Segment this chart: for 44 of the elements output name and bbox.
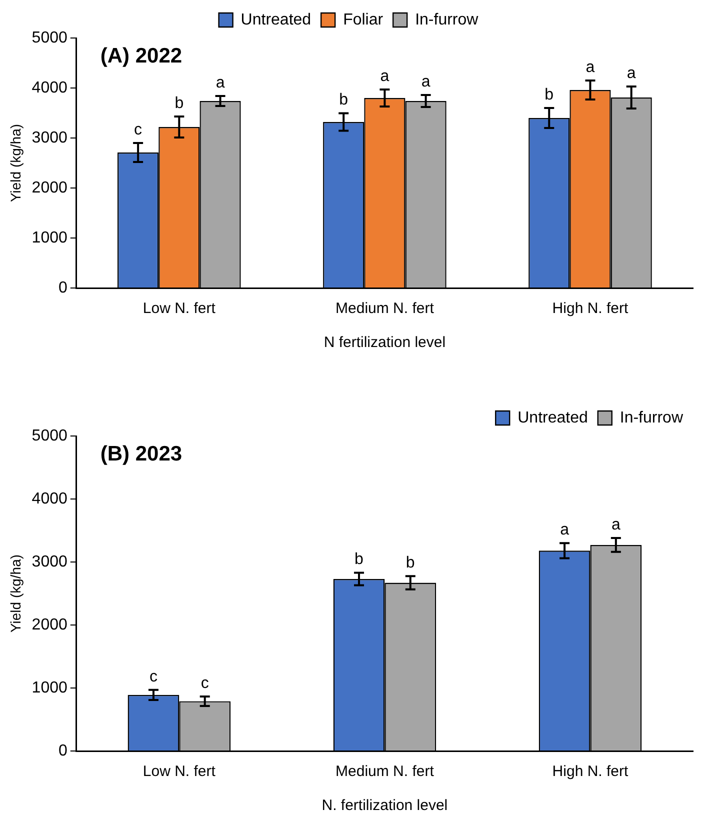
y-tick-label: 5000 [32,427,68,444]
legend-label: In-furrow [415,11,479,28]
data-label: b [174,94,184,112]
data-label: c [200,674,209,692]
x-tick-label: Medium N. fert [336,300,435,318]
data-label: a [626,64,636,82]
data-label: a [380,68,390,85]
y-axis-title: Yield (kg/ha) [7,554,24,633]
y-axis-title: Yield (kg/ha) [7,124,24,202]
chart-title: (B) 2023 [100,442,182,466]
x-tick-label: Low N. fert [142,300,216,318]
data-label: b [544,86,554,104]
legend-label: Untreated [240,11,312,28]
y-tick-label: 2000 [32,179,68,196]
chart-title: (A) 2022 [100,44,182,68]
data-label: b [354,551,364,568]
legend-label: Foliar [343,11,384,28]
data-label: c [149,668,158,686]
y-tick-label: 5000 [32,29,68,46]
data-label: b [339,92,348,109]
x-tick-label: High N. fert [552,763,629,780]
data-label: a [586,58,595,76]
y-tick-label: 3000 [32,129,68,146]
x-axis-title: N. fertilization level [322,797,448,814]
data-label: b [406,554,415,572]
x-tick-label: Medium N. fert [336,763,435,780]
y-tick-label: 4000 [32,79,68,96]
x-axis-title: N fertilization level [324,334,446,352]
data-label: a [216,74,225,92]
y-tick-label: 0 [58,742,68,760]
x-tick-label: Low N. fert [142,763,216,780]
y-tick-label: 0 [58,279,68,296]
y-tick-label: 3000 [32,553,68,570]
y-tick-label: 2000 [32,616,68,634]
data-label: a [560,522,570,539]
legend-label: In-furrow [620,409,684,426]
y-tick-label: 1000 [32,679,68,696]
legend-label: Untreated [518,409,588,426]
y-tick-label: 4000 [32,490,68,508]
data-label: c [134,121,142,138]
data-label: a [421,73,430,90]
data-label: a [611,516,620,534]
y-tick-label: 1000 [32,229,68,246]
x-tick-label: High N. fert [552,300,629,318]
